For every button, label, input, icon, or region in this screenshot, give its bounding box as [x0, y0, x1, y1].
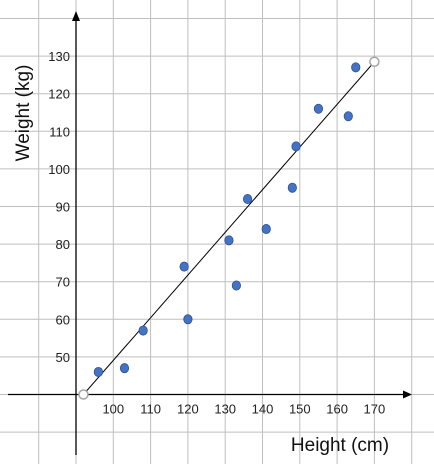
y-tick-label: 50	[56, 350, 70, 365]
data-point	[179, 261, 189, 272]
x-tick-label: 130	[214, 402, 236, 417]
y-axis-arrowhead	[72, 11, 80, 21]
data-point	[242, 193, 253, 204]
data-point	[93, 366, 103, 377]
y-tick-label: 110	[49, 124, 70, 139]
x-tick-label: 160	[326, 402, 348, 417]
x-tick-label: 120	[177, 402, 199, 417]
data-point	[351, 62, 361, 73]
x-tick-label: 100	[102, 402, 124, 417]
axes	[8, 11, 412, 455]
trend-line-endpoint-marker	[369, 56, 380, 67]
x-tick-label: 150	[289, 402, 311, 417]
x-tick-labels: 100 110 120 130 140 150 160 170	[102, 402, 385, 417]
trend-line-endpoints	[78, 56, 380, 400]
trend-line	[83, 61, 375, 395]
y-tick-label: 60	[56, 312, 70, 327]
data-points	[93, 62, 361, 377]
x-tick-label: 110	[140, 402, 161, 417]
y-tick-labels: 50 60 70 80 90 100 110 120 130	[48, 49, 70, 365]
y-tick-label: 80	[56, 237, 70, 252]
y-axis-title: Weight (kg)	[13, 65, 34, 162]
y-tick-label: 70	[56, 275, 70, 290]
x-tick-label: 170	[364, 402, 386, 417]
trend-line-endpoint-marker	[78, 389, 89, 400]
y-tick-label: 130	[48, 49, 70, 64]
x-axis-title: Height (cm)	[291, 435, 389, 456]
x-tick-label: 140	[252, 402, 274, 417]
y-tick-label: 90	[56, 200, 70, 215]
data-point	[313, 103, 324, 114]
data-point	[138, 325, 148, 336]
data-point	[343, 111, 353, 122]
data-point	[231, 280, 241, 291]
data-point	[224, 235, 234, 246]
data-point	[183, 314, 193, 325]
data-point	[287, 182, 297, 193]
y-tick-label: 120	[48, 87, 70, 102]
data-point	[291, 141, 301, 152]
y-tick-label: 100	[48, 162, 70, 177]
data-point	[119, 363, 130, 374]
data-point	[261, 224, 271, 235]
x-axis-arrowhead	[403, 390, 412, 399]
